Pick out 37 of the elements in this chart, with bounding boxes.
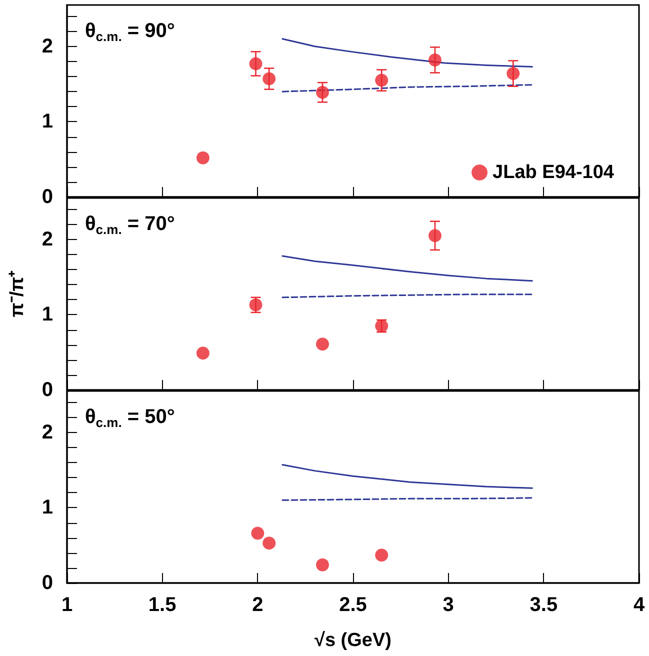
x-tick-label: 1.5 <box>148 594 176 616</box>
x-tick-label: 4 <box>633 594 646 616</box>
x-tick-label: 2.5 <box>339 594 367 616</box>
line-series <box>282 464 533 489</box>
y-tick-label: 0 <box>42 186 53 208</box>
y-tick-label: 1 <box>42 110 53 133</box>
point <box>249 57 262 70</box>
point <box>428 53 442 66</box>
y-tick-label: 0 <box>42 379 53 401</box>
point <box>316 558 329 572</box>
y-tick-label: 2 <box>42 35 53 58</box>
y-tick-label: 1 <box>42 304 53 326</box>
point <box>316 86 329 99</box>
legend-label: JLab E94-104 <box>492 162 614 183</box>
point <box>506 67 520 80</box>
y-tick-label: 0 <box>42 572 53 594</box>
line-series <box>282 84 533 92</box>
point <box>375 548 388 562</box>
y-tick-label: 2 <box>42 421 53 444</box>
x-axis-title: √s (GeV) <box>314 630 392 651</box>
point <box>428 229 442 242</box>
x-tick-label: 3 <box>442 594 454 616</box>
point <box>262 72 276 86</box>
point <box>262 536 276 550</box>
y-tick-label: 1 <box>42 496 53 519</box>
point <box>196 346 210 360</box>
line-series <box>282 38 533 68</box>
x-tick-label: 1 <box>61 594 73 616</box>
x-tick-label: 3.5 <box>530 594 558 616</box>
line-series <box>282 255 533 282</box>
y-axis-title: π⁻/π⁺ <box>7 270 28 318</box>
x-tick-label: 2 <box>252 594 264 616</box>
y-tick-label: 2 <box>42 228 53 250</box>
point <box>251 526 264 540</box>
point <box>375 74 388 87</box>
point <box>196 151 210 164</box>
point <box>316 338 329 351</box>
